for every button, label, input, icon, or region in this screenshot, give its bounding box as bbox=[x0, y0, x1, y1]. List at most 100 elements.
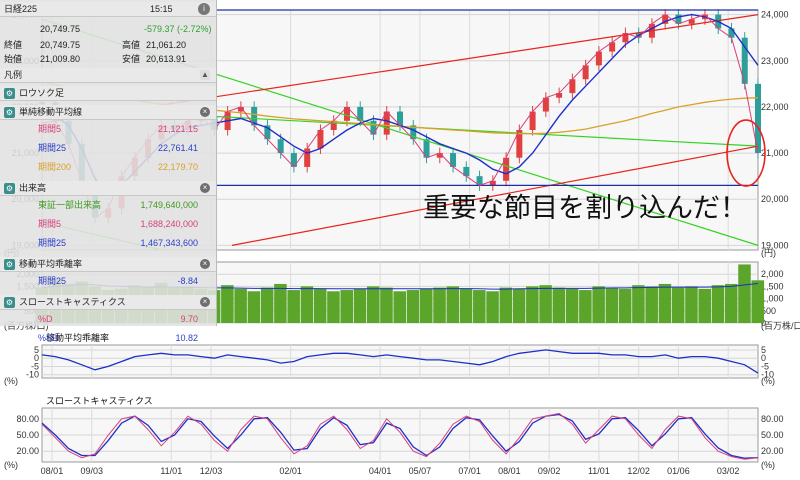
legend-item-label: 期間200 bbox=[38, 162, 72, 172]
volume-bar bbox=[459, 288, 473, 323]
volume-bar bbox=[512, 288, 526, 323]
y-unit-right: (%) bbox=[761, 376, 775, 386]
candle-body bbox=[476, 176, 483, 186]
x-tick-label: 01/06 bbox=[667, 466, 690, 476]
y-tick-label-right: 24,000 bbox=[761, 10, 789, 20]
candle-body bbox=[503, 157, 510, 181]
candle-body bbox=[755, 83, 761, 154]
y-tick-label-left: 80.00 bbox=[16, 414, 39, 424]
y-tick-label-left: -10 bbox=[26, 370, 39, 380]
y-tick-label-right: 1,500 bbox=[761, 281, 784, 291]
x-tick-label: 02/01 bbox=[279, 466, 302, 476]
volume-bar bbox=[685, 286, 698, 323]
volume-bar bbox=[287, 290, 300, 323]
volume-bar bbox=[247, 291, 261, 323]
close-icon[interactable]: × bbox=[200, 107, 210, 117]
legend-item: 期間5 1,688,240,000 bbox=[4, 217, 212, 231]
legend-item: %D 9.70 bbox=[4, 312, 212, 326]
legend-section-title: 移動平均乖離率 bbox=[19, 259, 83, 269]
legend-section-title: 単純移動平均線 bbox=[19, 107, 83, 117]
price-label2: 安値 bbox=[122, 54, 141, 64]
volume-bar bbox=[420, 288, 433, 323]
candle-body bbox=[317, 130, 324, 149]
candle-body bbox=[304, 148, 311, 167]
candle-body bbox=[688, 19, 695, 24]
volume-bar bbox=[526, 286, 539, 323]
close-icon[interactable]: × bbox=[200, 259, 210, 269]
legend-section-header: ⚙ ロウソク足 bbox=[0, 86, 216, 101]
legend-item: 期間25 22,761.41 bbox=[4, 141, 212, 155]
legend-item-label: 期間5 bbox=[38, 124, 62, 134]
close-icon[interactable]: × bbox=[200, 183, 210, 193]
y-tick-label-left: 0 bbox=[34, 353, 39, 363]
legend-item-label: 期間25 bbox=[38, 238, 67, 248]
candle-body bbox=[569, 79, 576, 94]
candle-body bbox=[277, 139, 284, 154]
volume-bar bbox=[446, 286, 460, 323]
y-tick-label-left: 50.00 bbox=[16, 430, 39, 440]
panel-header: 日経225 15:15 i bbox=[0, 2, 216, 17]
gear-icon[interactable]: ⚙ bbox=[4, 297, 15, 309]
legend-item-value: 22,179.70 bbox=[157, 162, 198, 172]
volume-bar bbox=[658, 283, 672, 323]
candle-body bbox=[595, 51, 602, 66]
candle-body bbox=[264, 125, 271, 140]
y-tick-label-right: 5 bbox=[761, 345, 766, 355]
panel-title: スローストキャスティクス bbox=[46, 396, 153, 406]
candle-body bbox=[489, 180, 496, 186]
gear-icon[interactable]: ⚙ bbox=[4, 259, 15, 271]
close-value: 20,749.75 bbox=[40, 24, 81, 34]
legend-section-header: ⚙ 移動平均乖離率 × bbox=[0, 257, 216, 272]
y-tick-label-left: 20.00 bbox=[16, 446, 39, 456]
legend-item-value: 21,121.15 bbox=[157, 124, 198, 134]
volume-bar bbox=[406, 290, 420, 323]
legend-item: 期間5 21,121.15 bbox=[4, 122, 212, 136]
y-tick-label-right: 80.00 bbox=[761, 414, 784, 424]
candle-body bbox=[728, 28, 735, 38]
close-icon[interactable]: × bbox=[200, 297, 210, 307]
y-tick-label-right: 0 bbox=[761, 353, 766, 363]
volume-bar bbox=[605, 287, 619, 323]
y-tick-label-right: -10 bbox=[761, 370, 774, 380]
volume-bar bbox=[592, 286, 605, 323]
candle-body bbox=[741, 37, 748, 84]
x-tick-label: 11/01 bbox=[588, 466, 610, 476]
legend-item-value: 1,749,640,000 bbox=[140, 200, 198, 210]
legend-item: 期間25 1,467,343,600 bbox=[4, 236, 212, 250]
gear-icon[interactable]: ⚙ bbox=[4, 183, 15, 195]
candle-body bbox=[450, 153, 457, 167]
x-tick-label: 04/01 bbox=[369, 466, 392, 476]
y-unit-left: (%) bbox=[4, 460, 18, 470]
price-row: 始値 21,009.80 安値 20,613.91 bbox=[4, 52, 212, 66]
legend-section-header: ⚙ 単純移動平均線 × bbox=[0, 105, 216, 120]
legend-item-value: -8.84 bbox=[177, 276, 198, 286]
x-tick-label: 12/03 bbox=[200, 466, 223, 476]
volume-bar bbox=[393, 291, 407, 323]
volume-bar bbox=[340, 290, 353, 323]
x-tick-label: 12/02 bbox=[627, 466, 650, 476]
volume-bar bbox=[486, 291, 499, 323]
volume-bar bbox=[751, 280, 765, 323]
candle-body bbox=[556, 93, 563, 98]
legend-item-label: %D bbox=[38, 314, 53, 324]
gear-icon[interactable]: ⚙ bbox=[4, 88, 15, 100]
price-row: 終値 20,749.75 高値 21,061.20 bbox=[4, 38, 212, 52]
candle-body bbox=[237, 106, 244, 112]
legend-item-label: 期間5 bbox=[38, 219, 62, 229]
candle-body bbox=[609, 42, 616, 52]
legend-item-label: %SD bbox=[38, 333, 59, 343]
y-unit-right: (百万株/口) bbox=[761, 320, 800, 331]
caret-up-icon[interactable]: ▲ bbox=[200, 70, 210, 80]
candle-body bbox=[529, 111, 536, 130]
y-tick-label-right: 23,000 bbox=[761, 56, 789, 66]
volume-bar bbox=[738, 264, 751, 323]
legend-item-value: 22,761.41 bbox=[157, 143, 198, 153]
volume-bar bbox=[380, 287, 393, 323]
legend-item-value: 1,467,343,600 bbox=[140, 238, 198, 248]
volume-bar bbox=[565, 288, 579, 323]
price-value2: 20,613.91 bbox=[146, 54, 187, 64]
volume-bar bbox=[353, 288, 367, 323]
info-icon[interactable]: i bbox=[198, 3, 210, 15]
gear-icon[interactable]: ⚙ bbox=[4, 107, 15, 119]
candle-body bbox=[662, 14, 669, 24]
